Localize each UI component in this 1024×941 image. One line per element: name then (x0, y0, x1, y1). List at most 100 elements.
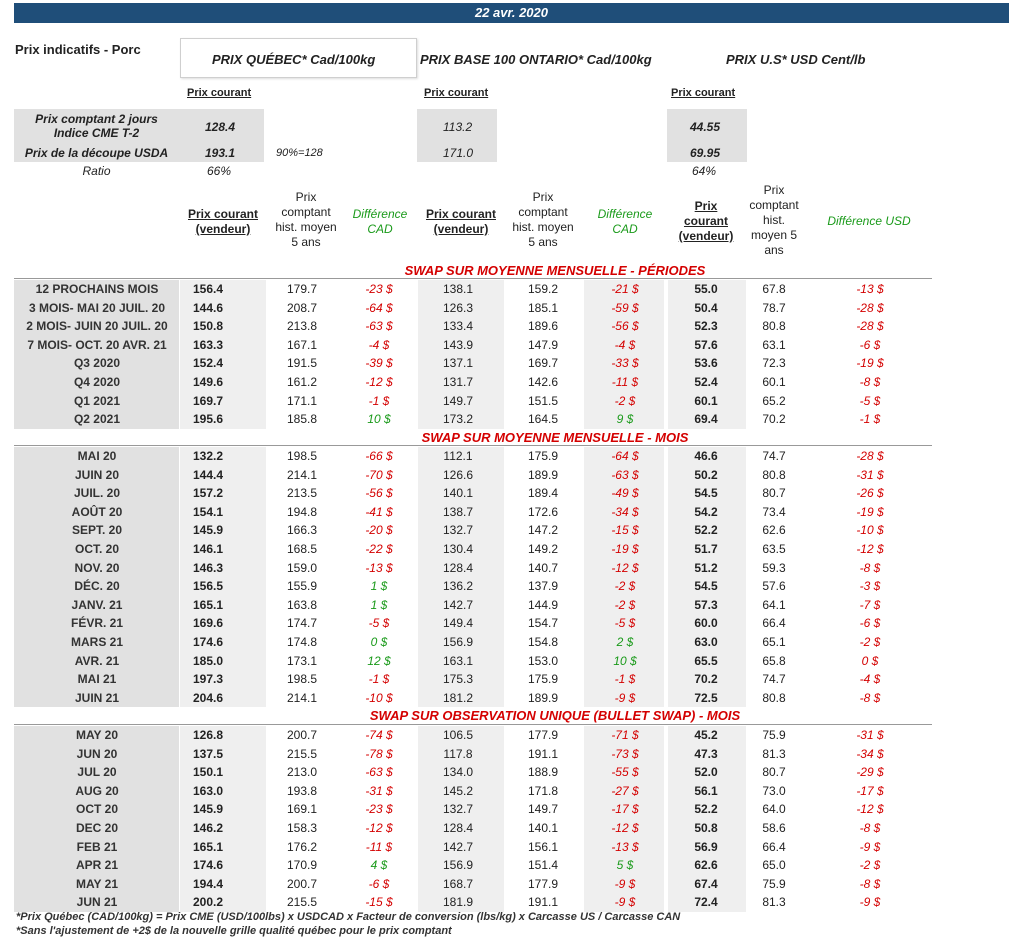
cell-ontario-diff: 5 $ (616, 858, 634, 873)
table-row: MAI 21 197.3 198.5 -1 $ 175.3 175.9 -1 $ 70.2 74… (0, 670, 1024, 689)
cell-quebec-hist: 161.2 (286, 375, 318, 389)
cell-label: MAY 21 (75, 876, 119, 891)
cell-quebec-courant: 126.8 (192, 728, 224, 742)
cell-ontario-diff: -13 $ (611, 839, 639, 854)
cell-label: JANV. 21 (71, 597, 123, 612)
cell-ontario-diff: -15 $ (611, 523, 639, 538)
cell-quebec-hist: 185.8 (286, 412, 318, 427)
section-title: SWAP SUR MOYENNE MENSUELLE - PÉRIODES (404, 263, 706, 278)
date-banner: 22 avr. 2020 (14, 3, 1009, 23)
cell-quebec-diff: -6 $ (368, 876, 390, 891)
cell-ontario-hist: 140.7 (527, 560, 559, 575)
cell-ontario-courant: 168.7 (442, 876, 474, 891)
table-row: Q3 2020 152.4 191.5 -39 $ 137.1 169.7 -33 $ 53.… (0, 354, 1024, 373)
cell-us-diff: -10 $ (856, 523, 884, 538)
cell-quebec-diff: -31 $ (365, 783, 393, 798)
cell-us-courant: 52.3 (694, 319, 718, 334)
cell-quebec-diff: 4 $ (370, 858, 388, 873)
cell-us-courant: 46.6 (694, 449, 718, 463)
cell-ontario-hist: 177.9 (527, 876, 559, 891)
label-column-bg (14, 726, 179, 912)
cell-quebec-hist: 213.0 (286, 765, 318, 780)
indices-quebec-bg (14, 109, 264, 162)
cell-us-courant: 57.6 (694, 337, 718, 352)
cell-us-diff: -1 $ (859, 412, 881, 427)
table-row: 3 MOIS- MAI 20 JUIL. 20 144.6 208.7 -64 $ 12… (0, 299, 1024, 318)
cell-us-courant: 72.4 (694, 895, 718, 910)
cell-us-courant: 55.0 (694, 282, 718, 296)
cell-ontario-courant: 130.4 (442, 542, 474, 556)
cell-ontario-diff: -49 $ (611, 486, 639, 501)
cell-quebec-diff: -41 $ (365, 504, 393, 519)
cell-label: DEC 20 (75, 821, 119, 835)
table-row: MAY 20 126.8 200.7 -74 $ 106.5 177.9 -71 $ 45.2… (0, 726, 1024, 745)
cell-us-diff: 0 $ (861, 653, 879, 668)
section-separator (14, 724, 932, 725)
cell-us-diff: -8 $ (859, 876, 881, 891)
cell-us-diff: -29 $ (856, 765, 884, 780)
ontario-courant-column-bg (418, 726, 504, 912)
cell-quebec-courant: 144.4 (192, 467, 224, 482)
cell-ontario-diff: -4 $ (614, 337, 636, 352)
cell-ontario-hist: 189.4 (527, 486, 559, 501)
cell-us-courant: 57.3 (694, 597, 718, 612)
cell-us-hist: 81.3 (762, 746, 786, 761)
section-separator (14, 278, 932, 279)
cell-quebec-hist: 213.8 (286, 319, 318, 334)
cell-ontario-hist: 156.1 (527, 839, 559, 854)
cell-us-diff: -8 $ (859, 375, 881, 389)
cell-ontario-diff: -2 $ (614, 393, 636, 408)
cell-ontario-diff: -2 $ (614, 579, 636, 594)
cell-ontario-courant: 136.2 (442, 579, 474, 594)
cell-us-hist: 66.4 (762, 839, 786, 854)
cell-us-diff: -13 $ (856, 282, 884, 296)
cell-label: 2 MOIS- JUIN 20 JUIL. 20 (26, 319, 168, 334)
cell-us-diff: -31 $ (856, 728, 884, 742)
cell-ontario-diff: 10 $ (613, 653, 637, 668)
table-row: OCT. 20 146.1 168.5 -22 $ 130.4 149.2 -19 $ 51.… (0, 540, 1024, 559)
col-header-us-hist: Prix comptant hist. moyen 5 ans (749, 183, 799, 257)
cell-us-courant: 54.5 (694, 579, 718, 594)
us-usda-value: 69.95 (690, 146, 721, 160)
cell-ontario-diff: -71 $ (611, 728, 639, 742)
cell-quebec-courant: 146.3 (192, 560, 224, 575)
cell-label: Q3 2020 (73, 356, 121, 371)
table-row: Q4 2020 149.6 161.2 -12 $ 131.7 142.6 -11 $ 52.… (0, 373, 1024, 392)
cell-quebec-diff: -74 $ (365, 728, 393, 742)
cell-ontario-diff: -27 $ (611, 783, 639, 798)
cell-us-courant: 69.4 (694, 412, 718, 427)
cell-ontario-courant: 128.4 (442, 821, 474, 835)
cell-quebec-hist: 174.8 (286, 635, 318, 649)
ontario-prix-courant-label: Prix courant (424, 87, 489, 99)
cell-us-diff: -8 $ (859, 690, 881, 705)
cell-quebec-diff: 1 $ (370, 579, 388, 594)
cell-us-diff: -8 $ (859, 560, 881, 575)
col-header-ontario-courant: Prix courant (vendeur) (425, 207, 497, 236)
us-courant-column-bg (668, 280, 746, 429)
cell-quebec-hist: 168.5 (286, 542, 318, 556)
table-row: JUN 20 137.5 215.5 -78 $ 117.8 191.1 -73 $ 47.3… (0, 745, 1024, 764)
cell-ontario-courant: 181.2 (442, 690, 474, 705)
cell-ontario-courant: 149.4 (442, 616, 474, 631)
cell-ontario-hist: 164.5 (527, 412, 559, 427)
cell-us-courant: 72.5 (694, 690, 718, 705)
cell-label: NOV. 20 (74, 560, 120, 575)
cell-quebec-courant: 145.9 (192, 523, 224, 538)
ontario-diff-column-bg (584, 280, 664, 429)
cell-quebec-diff: 0 $ (370, 635, 388, 649)
cell-quebec-hist: 215.5 (286, 746, 318, 761)
quebec-courant-column-bg (180, 726, 266, 912)
cell-quebec-diff: -63 $ (365, 319, 393, 334)
cell-us-hist: 58.6 (762, 821, 786, 835)
cell-us-hist: 73.0 (762, 783, 786, 798)
cell-label: DÉC. 20 (74, 579, 120, 594)
cell-quebec-courant: 144.6 (192, 300, 224, 315)
cell-quebec-hist: 158.3 (286, 821, 318, 835)
cell-us-diff: -34 $ (856, 746, 884, 761)
quebec-courant-column-bg (180, 280, 266, 429)
cell-quebec-courant: 174.6 (192, 858, 224, 873)
cell-quebec-diff: 12 $ (367, 653, 391, 668)
quebec-prix-courant-label: Prix courant (187, 87, 252, 99)
cell-us-hist: 57.6 (762, 579, 786, 594)
cell-ontario-courant: 156.9 (442, 635, 474, 649)
